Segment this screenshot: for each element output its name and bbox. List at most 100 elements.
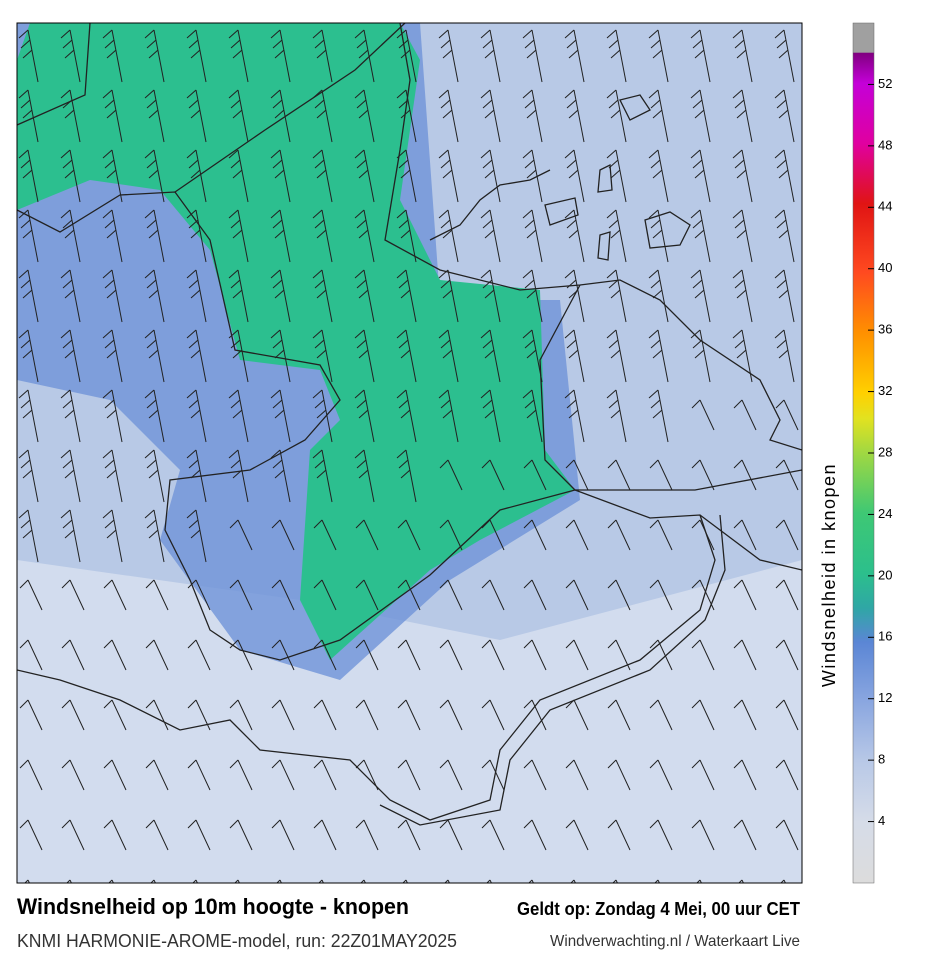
wind-barb [649,759,673,791]
wind-barb [18,329,39,383]
wind-barb [732,89,753,143]
wind-barb [270,449,291,503]
wind-barb [60,449,81,503]
wind-barb [61,819,85,851]
wind-barb [60,149,81,203]
wind-barb [522,29,543,83]
colorbar-label: Windsnelheid in knopen [819,463,839,687]
wind-barb [360,879,366,883]
wind-barb [774,29,795,83]
wind-barb [607,579,631,611]
wind-barb [732,149,753,203]
map-frame [16,22,803,884]
map [17,23,802,883]
wind-barb [102,269,123,323]
wind-barb [522,209,543,263]
wind-barb [649,519,673,551]
wind-barb [354,389,375,443]
wind-barb [187,819,211,851]
wind-barb [61,699,85,731]
wind-barb [103,699,127,731]
wind-barb [186,449,207,503]
wind-barb [570,879,576,883]
wind-barb [564,149,585,203]
wind-barb [606,209,627,263]
wind-barb [312,389,333,443]
wind-barb [187,639,211,671]
wind-barb [186,149,207,203]
wind-barb [775,579,799,611]
wind-barb [565,639,589,671]
wind-barb [648,89,669,143]
wind-barb [144,29,165,83]
wind-barb [318,879,324,883]
wind-barb [396,389,417,443]
wind-barb [774,149,795,203]
wind-barb [60,329,81,383]
wind-barb [229,639,253,671]
colorbar-tick-label: 20 [878,567,892,582]
wind-barb [18,509,39,563]
wind-barb [649,459,673,491]
wind-barb [18,269,39,323]
wind-barb [397,819,421,851]
wind-barb [438,209,459,263]
wind-barb [606,269,627,323]
wind-barb [186,209,207,263]
wind-barb [564,89,585,143]
wind-barb [523,819,547,851]
wind-barb [229,759,253,791]
wind-barb [648,149,669,203]
wind-barb [271,759,295,791]
valid-time: Geldt op: Zondag 4 Mei, 00 uur CET [517,899,800,919]
wind-barb [313,759,337,791]
wind-barb [228,89,249,143]
wind-barb [186,389,207,443]
wind-barb [18,89,39,143]
wind-barb [733,459,757,491]
colorbar-tick-label: 44 [878,199,892,214]
wind-barb [355,519,379,551]
wind-barb [187,579,211,611]
wind-barb [481,639,505,671]
wind-barb [481,579,505,611]
colorbar-tick-label: 52 [878,76,892,91]
wind-barb [733,519,757,551]
wind-barb [354,329,375,383]
wind-barb [565,699,589,731]
wind-barb [271,519,295,551]
wind-barb [18,209,39,263]
wind-barb [481,519,505,551]
wind-barb [481,699,505,731]
wind-barb [480,329,501,383]
wind-barb [486,879,492,883]
wind-barb [522,269,543,323]
wind-barb [313,639,337,671]
wind-barb [690,269,711,323]
wind-barb [780,879,786,883]
wind-barb [649,819,673,851]
wind-barb [691,639,715,671]
wind-barb [733,639,757,671]
wind-barb [565,579,589,611]
wind-barb [438,149,459,203]
wind-barb [439,699,463,731]
wind-barb [480,269,501,323]
wind-barb [439,819,463,851]
wind-barb [396,209,417,263]
wind-barb [276,879,282,883]
colorbar-tick-label: 40 [878,260,892,275]
wind-barb [144,449,165,503]
wind-barb [438,89,459,143]
wind-barb [648,29,669,83]
wind-barb [732,209,753,263]
wind-barb [234,879,240,883]
wind-barb [355,819,379,851]
wind-barb [145,699,169,731]
wind-barb [606,149,627,203]
wind-barb [606,329,627,383]
wind-barb [612,879,618,883]
wind-barb [60,89,81,143]
wind-barb [775,699,799,731]
